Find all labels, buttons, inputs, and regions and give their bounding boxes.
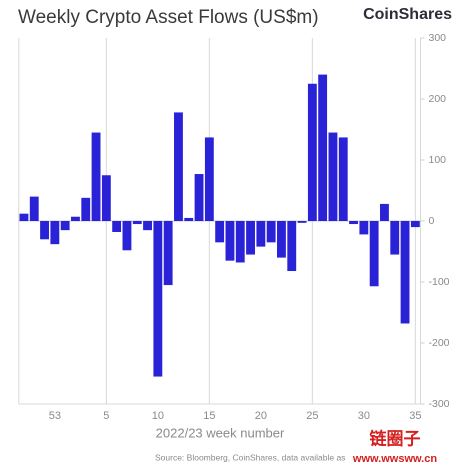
x-tick-label: 30 — [358, 410, 370, 422]
bar — [184, 217, 194, 221]
bar — [19, 213, 29, 221]
bar — [328, 132, 338, 221]
source: Source: Bloomberg, CoinShares, data avai… — [155, 452, 345, 462]
watermark: 链圈子 — [370, 428, 421, 448]
bar — [307, 83, 317, 221]
y-tick-label: 200 — [429, 93, 447, 105]
bar — [101, 175, 111, 221]
x-tick-label: 20 — [255, 410, 267, 422]
bar — [359, 221, 369, 235]
bar — [390, 221, 400, 255]
bar — [91, 132, 101, 221]
bar — [71, 216, 80, 221]
x-tick-label: 5 — [103, 410, 109, 422]
bar — [194, 174, 204, 221]
bar — [174, 112, 183, 221]
chart-title: Weekly Crypto Asset Flows (US$m) — [18, 7, 319, 28]
y-tick-label: -100 — [429, 276, 450, 288]
bar — [246, 221, 255, 255]
bar — [153, 221, 163, 377]
bar — [338, 137, 348, 221]
x-tick-label: 10 — [152, 410, 164, 422]
y-tick-label: -200 — [429, 337, 450, 349]
bar — [50, 221, 60, 245]
bar — [132, 221, 142, 225]
bar — [287, 221, 297, 272]
bar — [297, 221, 307, 223]
brand: CoinShares — [363, 6, 452, 23]
watermark-url: www.wwsww.cn — [352, 453, 437, 465]
x-tick-label: 53 — [49, 410, 61, 422]
bar — [318, 74, 328, 221]
x-tick-label: 25 — [306, 410, 318, 422]
bar — [29, 196, 39, 221]
x-tick-label: 15 — [203, 410, 215, 422]
bar — [349, 221, 358, 225]
y-tick-label: 0 — [429, 215, 435, 227]
bar — [235, 221, 245, 263]
bar — [163, 221, 173, 286]
bar — [40, 221, 49, 240]
bar — [122, 221, 132, 251]
bar — [380, 203, 389, 221]
bar — [60, 221, 70, 231]
bar — [256, 221, 266, 247]
bar — [215, 221, 225, 243]
bar — [81, 197, 91, 221]
bar — [112, 221, 122, 232]
bar — [277, 221, 286, 258]
bar — [143, 221, 152, 231]
bar — [400, 221, 410, 324]
bar — [266, 221, 276, 243]
y-tick-label: -300 — [429, 398, 450, 410]
y-tick-label: 100 — [429, 154, 447, 166]
bar — [369, 221, 379, 287]
y-tick-label: 300 — [429, 32, 447, 44]
bar — [204, 137, 214, 221]
bar — [410, 221, 420, 228]
x-tick-label: 35 — [409, 410, 421, 422]
x-axis-label: 2022/23 week number — [156, 425, 285, 440]
bar — [225, 221, 235, 261]
